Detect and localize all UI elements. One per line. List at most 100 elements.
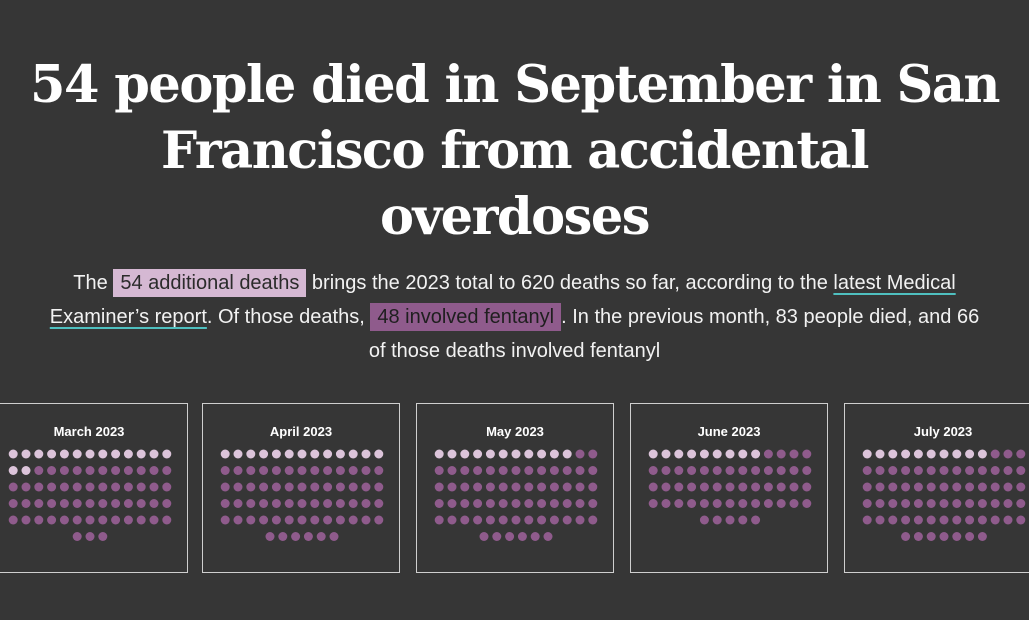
- fentanyl-death-dot: [59, 499, 69, 508]
- fentanyl-death-dot: [434, 515, 444, 525]
- fentanyl-death-dot: [913, 532, 923, 541]
- fentanyl-death-dot: [543, 532, 553, 541]
- fentanyl-death-dot: [492, 532, 502, 541]
- fentanyl-death-dot: [284, 515, 294, 525]
- fentanyl-death-dot: [34, 515, 44, 525]
- fentanyl-death-dot: [361, 482, 371, 492]
- fentanyl-death-dot: [751, 515, 761, 525]
- fentanyl-death-dot: [862, 466, 872, 475]
- other-death-dot: [162, 449, 172, 459]
- fentanyl-death-dot: [687, 466, 697, 475]
- fentanyl-death-dot: [699, 515, 709, 525]
- other-death-dot: [297, 449, 307, 459]
- fentanyl-death-dot: [524, 499, 534, 508]
- fentanyl-death-dot: [220, 515, 230, 525]
- other-death-dot: [59, 449, 69, 459]
- fentanyl-death-dot: [875, 466, 885, 475]
- other-death-dot: [271, 449, 281, 459]
- fentanyl-death-dot: [447, 515, 457, 525]
- fentanyl-death-dot: [485, 482, 495, 492]
- fentanyl-death-dot: [47, 499, 57, 508]
- fentanyl-death-dot: [888, 515, 898, 525]
- dek-text-2: brings the 2023 total to 620 deaths so f…: [306, 272, 834, 294]
- fentanyl-death-dot: [712, 515, 722, 525]
- fentanyl-death-dot: [111, 515, 121, 525]
- fentanyl-death-dot: [34, 466, 44, 475]
- other-death-dot: [888, 449, 898, 459]
- fentanyl-death-dot: [789, 499, 799, 508]
- fentanyl-death-dot: [136, 499, 146, 508]
- fentanyl-death-dot: [233, 515, 243, 525]
- other-death-dot: [323, 449, 333, 459]
- month-title: July 2023: [913, 424, 973, 439]
- month-title: April 2023: [269, 424, 333, 439]
- fentanyl-death-dot: [123, 499, 133, 508]
- fentanyl-death-dot: [310, 466, 320, 475]
- fentanyl-death-dot: [661, 482, 671, 492]
- other-death-dot: [712, 449, 722, 459]
- fentanyl-death-dot: [297, 515, 307, 525]
- fentanyl-death-dot: [687, 499, 697, 508]
- fentanyl-death-dot: [725, 466, 735, 475]
- fentanyl-death-dot: [498, 515, 508, 525]
- other-death-dot: [233, 449, 243, 459]
- fentanyl-death-dot: [98, 532, 108, 541]
- dot-grid: [862, 449, 1026, 541]
- fentanyl-death-dot: [246, 499, 256, 508]
- fentanyl-death-dot: [789, 466, 799, 475]
- fentanyl-death-dot: [374, 466, 384, 475]
- fentanyl-death-dot: [763, 449, 773, 459]
- fentanyl-death-dot: [246, 482, 256, 492]
- fentanyl-death-dot: [939, 499, 949, 508]
- fentanyl-death-dot: [434, 466, 444, 475]
- other-death-dot: [473, 449, 483, 459]
- other-death-dot: [123, 449, 133, 459]
- fentanyl-death-dot: [674, 499, 684, 508]
- fentanyl-death-dot: [271, 482, 281, 492]
- fentanyl-death-dot: [297, 482, 307, 492]
- other-death-dot: [220, 449, 230, 459]
- fentanyl-death-dot: [98, 515, 108, 525]
- other-death-dot: [674, 449, 684, 459]
- fentanyl-death-dot: [789, 482, 799, 492]
- other-death-dot: [485, 449, 495, 459]
- fentanyl-death-dot: [233, 499, 243, 508]
- fentanyl-death-dot: [1016, 482, 1026, 492]
- fentanyl-death-dot: [220, 482, 230, 492]
- fentanyl-death-dot: [72, 515, 82, 525]
- fentanyl-death-dot: [926, 515, 936, 525]
- fentanyl-death-dot: [291, 532, 301, 541]
- fentanyl-death-dot: [297, 466, 307, 475]
- fentanyl-death-dot: [549, 515, 559, 525]
- dek: The 54 additional deaths brings the 2023…: [40, 266, 989, 368]
- fentanyl-death-dot: [246, 515, 256, 525]
- fentanyl-death-dot: [85, 515, 95, 525]
- medical-examiner-report-link[interactable]: latest Medical Examiner’s report: [49, 272, 956, 328]
- fentanyl-death-dot: [85, 482, 95, 492]
- fentanyl-death-dot: [862, 499, 872, 508]
- fentanyl-death-dot: [123, 482, 133, 492]
- fentanyl-death-dot: [21, 499, 31, 508]
- fentanyl-death-dot: [990, 515, 1000, 525]
- fentanyl-death-dot: [537, 499, 547, 508]
- fentanyl-death-dot: [776, 499, 786, 508]
- other-death-dot: [8, 466, 18, 475]
- fentanyl-death-dot: [939, 466, 949, 475]
- fentanyl-death-dot: [162, 515, 172, 525]
- other-death-dot: [648, 449, 658, 459]
- fentanyl-death-dot: [648, 466, 658, 475]
- fentanyl-death-dot: [310, 482, 320, 492]
- fentanyl-death-dot: [977, 515, 987, 525]
- fentanyl-death-dot: [712, 499, 722, 508]
- fentanyl-death-dot: [303, 532, 313, 541]
- fentanyl-death-dot: [875, 499, 885, 508]
- highlight-additional-deaths: 54 additional deaths: [113, 269, 307, 297]
- fentanyl-death-dot: [374, 499, 384, 508]
- fentanyl-death-dot: [939, 482, 949, 492]
- fentanyl-death-dot: [485, 499, 495, 508]
- fentanyl-death-dot: [259, 499, 269, 508]
- fentanyl-death-dot: [374, 482, 384, 492]
- fentanyl-death-dot: [712, 466, 722, 475]
- other-death-dot: [926, 449, 936, 459]
- fentanyl-death-dot: [47, 466, 57, 475]
